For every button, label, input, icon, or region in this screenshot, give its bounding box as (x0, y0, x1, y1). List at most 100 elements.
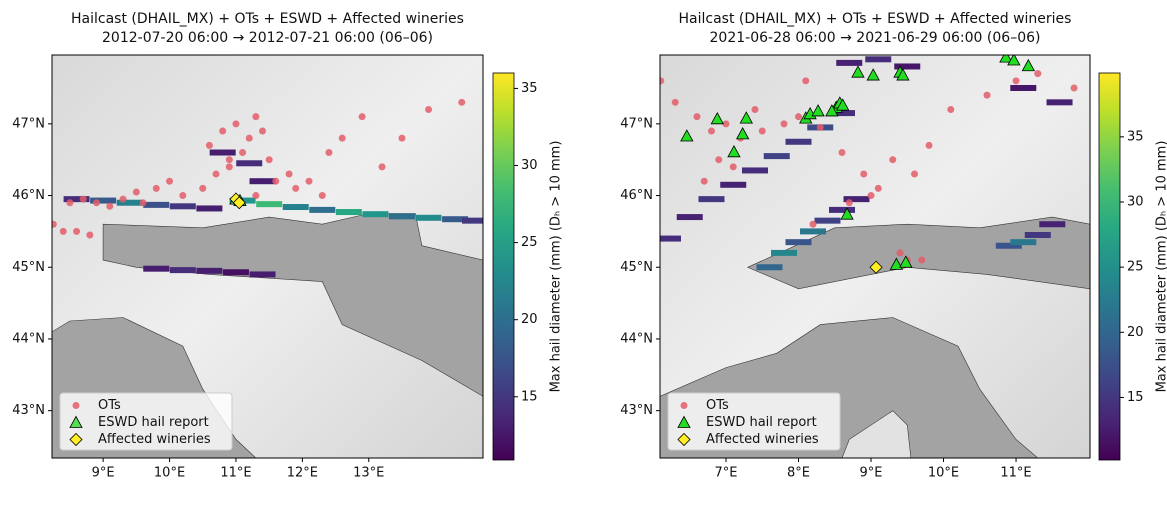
ot-point (246, 135, 253, 142)
ot-point (93, 199, 100, 206)
ot-point (715, 156, 722, 163)
legend-marker (73, 402, 80, 409)
ot-point (672, 99, 679, 106)
legend-label: Affected wineries (706, 432, 819, 447)
ot-point (780, 120, 787, 127)
ot-point (219, 128, 226, 135)
ot-point (213, 171, 220, 178)
hail-cell (416, 215, 442, 221)
ot-point (839, 149, 846, 156)
ot-point (133, 188, 140, 195)
ot-point (875, 185, 882, 192)
hail-cell (309, 207, 335, 213)
hail-cell (170, 267, 196, 273)
ot-point (693, 113, 700, 120)
map-panel: Hailcast (DHAIL_MX) + OTs + ESWD + Affec… (12, 11, 563, 481)
hail-cell (677, 214, 703, 220)
ot-point (206, 142, 213, 149)
ot-point (911, 171, 918, 178)
ot-point (984, 92, 991, 99)
hail-cell (756, 264, 782, 270)
hail-cell (236, 160, 262, 166)
ot-point (751, 106, 758, 113)
ot-point (226, 163, 233, 170)
hail-cell (800, 228, 826, 234)
ot-point (66, 199, 73, 206)
ot-point (425, 106, 432, 113)
ot-point (1071, 84, 1078, 91)
legend-label: Affected wineries (98, 432, 211, 447)
ot-point (918, 257, 925, 264)
hail-cell (223, 269, 249, 275)
ot-point (199, 185, 206, 192)
hail-cell (170, 203, 196, 209)
y-tick-label: 46°N (620, 188, 653, 203)
ot-point (379, 163, 386, 170)
hail-cell (250, 178, 276, 184)
ot-point (153, 185, 160, 192)
ot-point (73, 228, 80, 235)
hail-cell (196, 205, 222, 211)
ot-point (947, 106, 954, 113)
ot-point (80, 196, 87, 203)
x-tick-label: 9°E (860, 466, 883, 481)
ot-point (286, 171, 293, 178)
ot-point (359, 113, 366, 120)
colorbar-label: Max hail diameter (mm) (Dₕ > 10 mm) (1155, 141, 1167, 393)
y-tick-label: 43°N (12, 403, 45, 418)
ot-point (166, 178, 173, 185)
hail-cell (143, 266, 169, 272)
ot-point (339, 135, 346, 142)
hail-cell (815, 218, 841, 224)
colorbar-tick-label: 35 (521, 81, 538, 96)
x-tick-label: 8°E (787, 466, 810, 481)
hail-cell (1039, 221, 1065, 227)
hail-cell (894, 63, 920, 69)
legend-marker (681, 402, 688, 409)
ot-point (179, 192, 186, 199)
x-tick-label: 12°E (287, 466, 318, 481)
hail-cell (196, 268, 222, 274)
hail-cell (362, 211, 388, 217)
x-tick-label: 10°E (928, 466, 959, 481)
ot-point (252, 113, 259, 120)
x-tick-label: 10°E (154, 466, 185, 481)
ot-point (398, 135, 405, 142)
ot-point (292, 185, 299, 192)
ot-point (897, 249, 904, 256)
ot-point (232, 120, 239, 127)
ot-point (759, 128, 766, 135)
ot-point (846, 199, 853, 206)
ot-point (926, 142, 933, 149)
legend-label: OTs (98, 398, 121, 413)
hail-cell (1010, 239, 1036, 245)
chart-subtitle: 2012-07-20 06:00 → 2012-07-21 06:00 (06–… (102, 30, 433, 46)
colorbar-tick-label: 35 (1127, 129, 1144, 144)
ot-point (889, 156, 896, 163)
ot-point (139, 199, 146, 206)
colorbar-tick-label: 20 (1127, 325, 1144, 340)
y-tick-label: 44°N (620, 331, 653, 346)
ot-point (701, 178, 708, 185)
legend-label: OTs (706, 398, 729, 413)
hail-cell (1047, 99, 1073, 105)
ot-point (86, 231, 93, 238)
hail-cell (250, 271, 276, 277)
ot-point (708, 128, 715, 135)
hail-cell (698, 196, 724, 202)
colorbar-tick-label: 15 (1127, 390, 1144, 405)
ot-point (458, 99, 465, 106)
y-tick-label: 44°N (12, 331, 45, 346)
ot-point (810, 221, 817, 228)
hail-cell (210, 150, 236, 156)
hail-cell (785, 239, 811, 245)
legend-label: ESWD hail report (98, 415, 209, 430)
ot-point (325, 149, 332, 156)
x-tick-label: 13°E (353, 466, 384, 481)
hail-cell (143, 202, 169, 208)
ot-point (657, 77, 664, 84)
hail-cell (829, 207, 855, 213)
hail-cell (256, 201, 282, 207)
hail-cell (764, 153, 790, 159)
chart-title: Hailcast (DHAIL_MX) + OTs + ESWD + Affec… (71, 11, 464, 27)
